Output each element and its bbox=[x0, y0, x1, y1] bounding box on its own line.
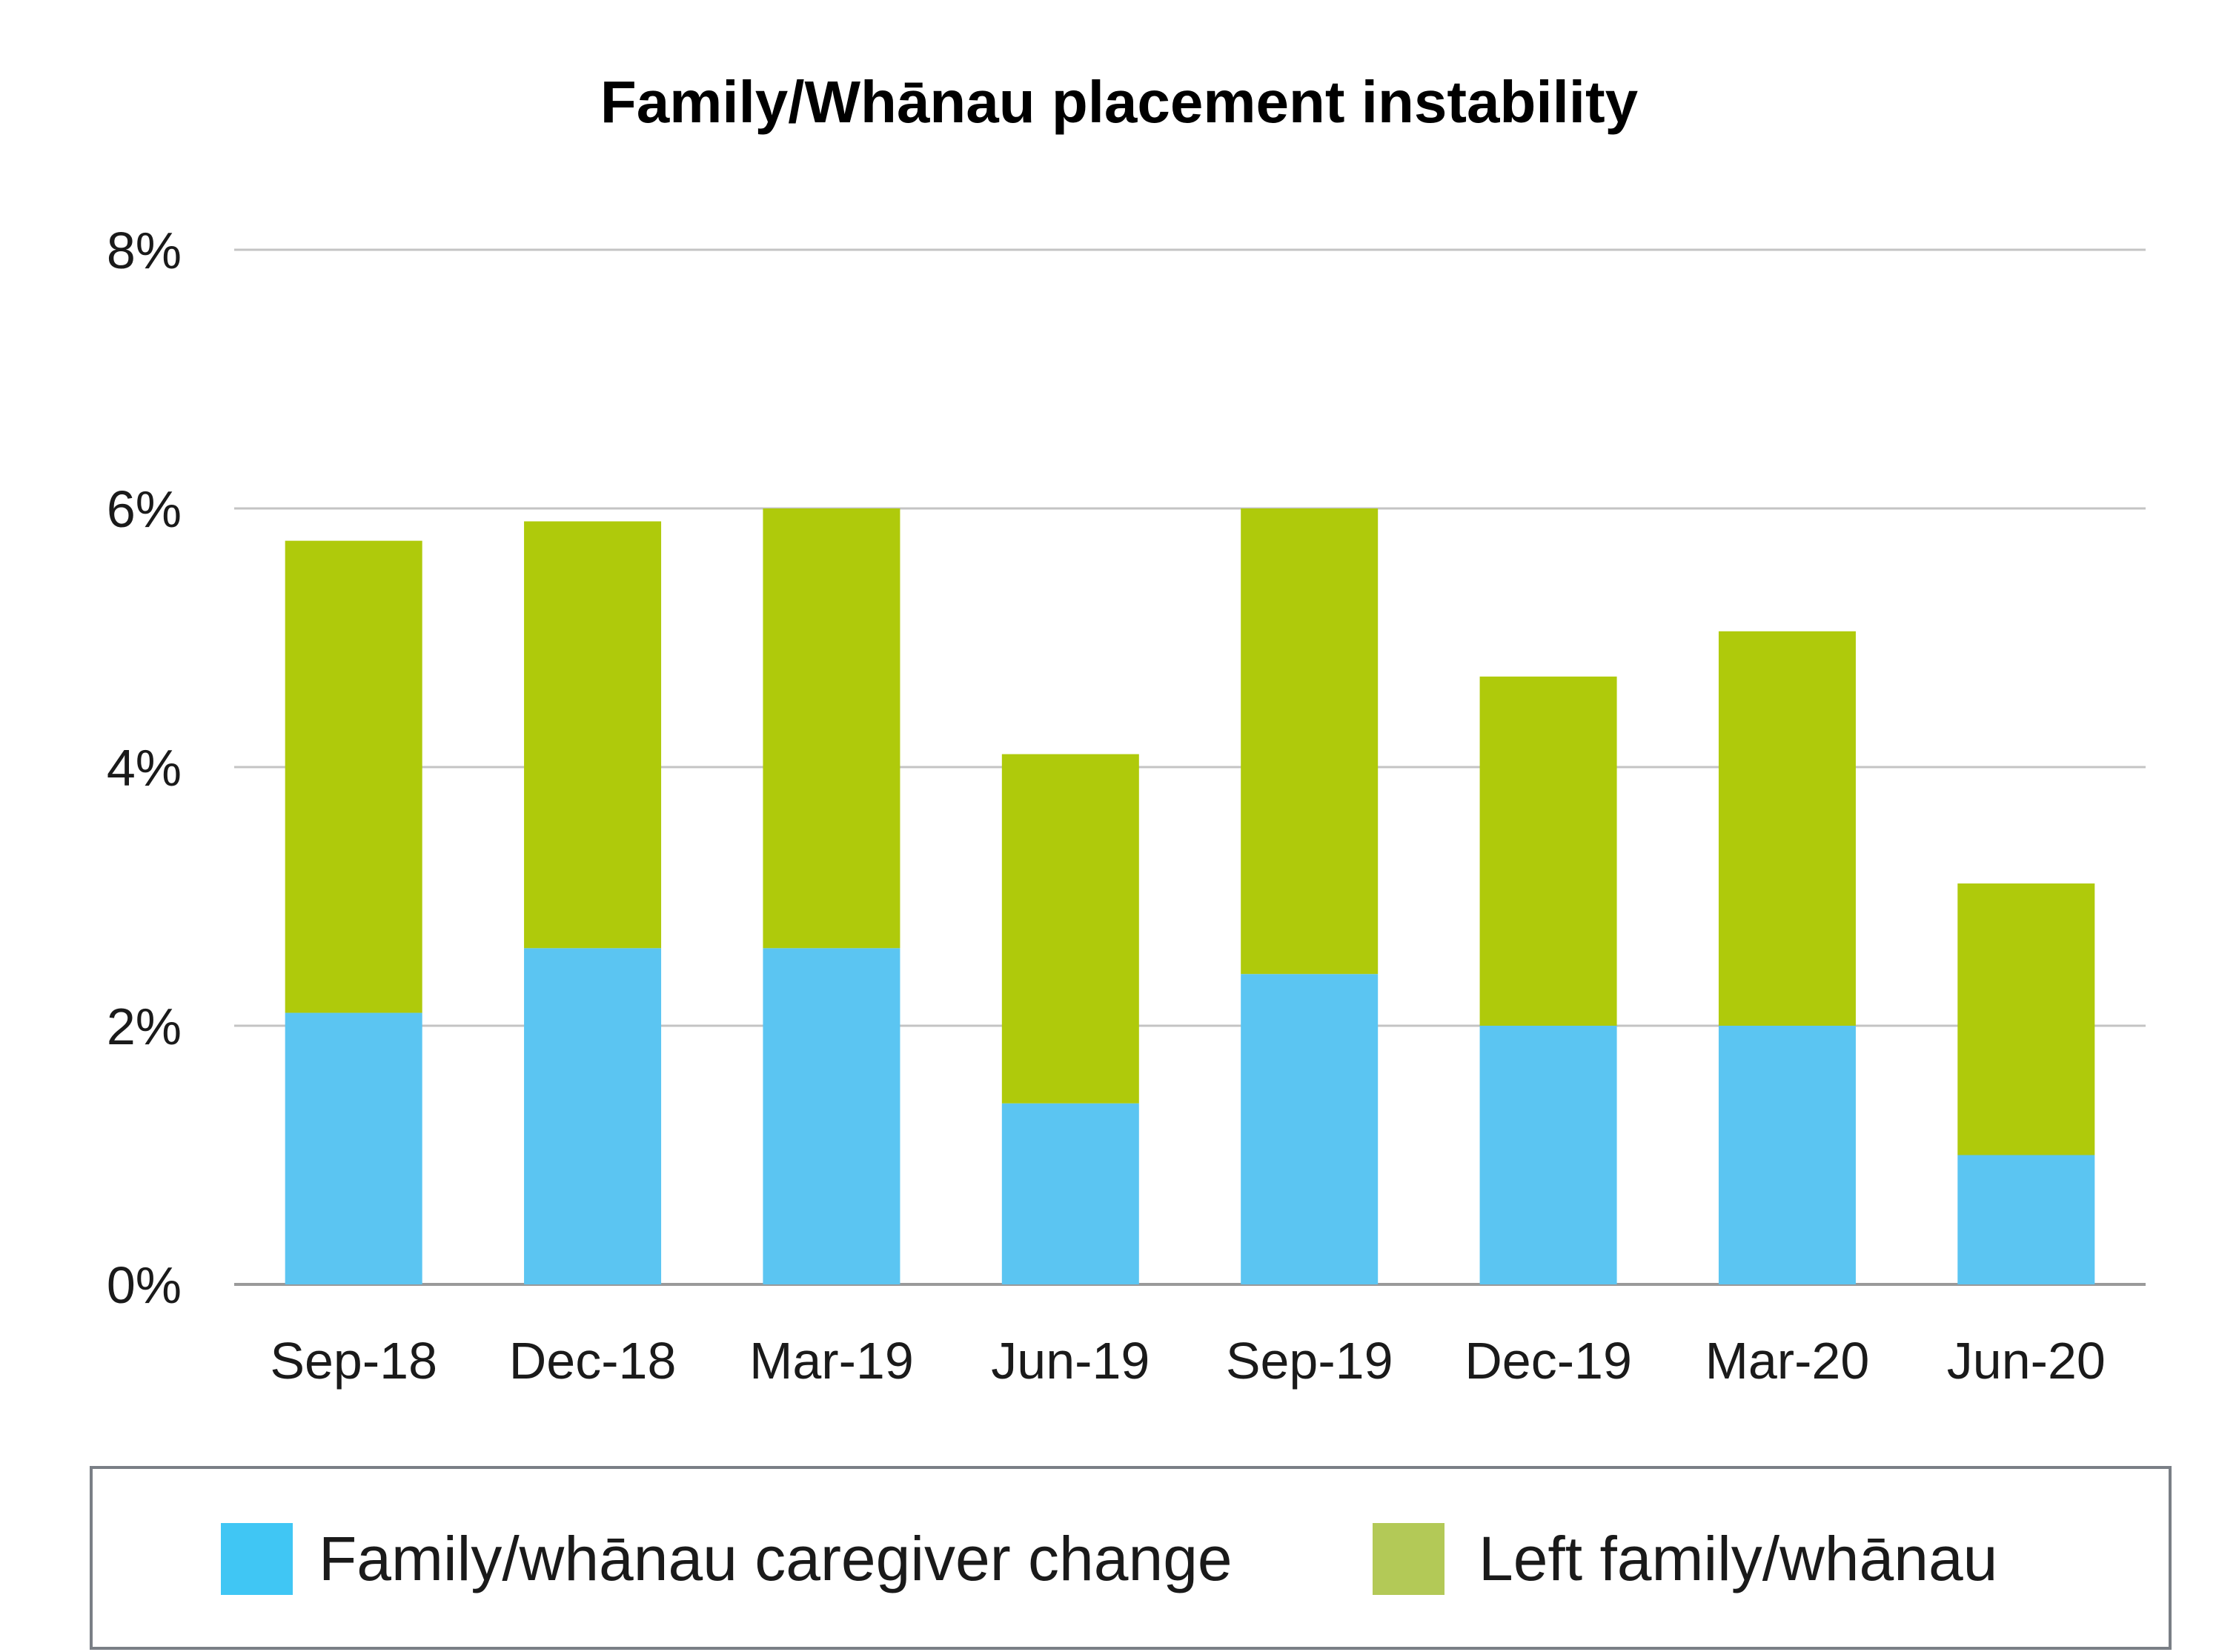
axes: 0% 2% 4% 6% 8% Sep-18 Dec-18 Mar-19 Jun-19 Sep-19… bbox=[107, 222, 2106, 1390]
bar-caregiver-change bbox=[763, 948, 900, 1284]
bar-left-family bbox=[285, 540, 422, 1013]
bar-left-family bbox=[1241, 508, 1379, 975]
legend-label: Left family/whānau bbox=[1479, 1524, 1997, 1593]
bar-caregiver-change bbox=[1001, 1103, 1139, 1284]
legend: Family/whānau caregiver change Left famil… bbox=[90, 1466, 2172, 1650]
bar-left-family bbox=[1718, 631, 1856, 1026]
legend-swatch bbox=[221, 1523, 293, 1595]
bar-caregiver-change bbox=[1957, 1155, 2095, 1284]
bar-left-family bbox=[524, 521, 662, 949]
y-tick-label: 0% bbox=[107, 1256, 182, 1314]
y-tick-label: 2% bbox=[107, 998, 182, 1055]
bar-left-family bbox=[1957, 883, 2095, 1155]
bar-caregiver-change bbox=[1241, 974, 1379, 1284]
bar-left-family bbox=[763, 508, 900, 949]
x-tick-label: Mar-19 bbox=[749, 1332, 914, 1390]
legend-label: Family/whānau caregiver change bbox=[319, 1524, 1233, 1593]
x-tick-label: Dec-18 bbox=[509, 1332, 677, 1390]
x-tick-label: Sep-19 bbox=[1226, 1332, 1393, 1390]
bars bbox=[285, 508, 2095, 1284]
bar-caregiver-change bbox=[1718, 1026, 1856, 1284]
bar-left-family bbox=[1001, 754, 1139, 1104]
chart-title: Family/Whānau placement instability bbox=[600, 69, 1639, 135]
x-tick-label: Mar-20 bbox=[1705, 1332, 1870, 1390]
y-tick-label: 6% bbox=[107, 480, 182, 538]
bar-caregiver-change bbox=[524, 948, 662, 1284]
x-tick-label: Jun-19 bbox=[991, 1332, 1150, 1390]
legend-box bbox=[90, 1466, 2172, 1650]
x-tick-label: Jun-20 bbox=[1947, 1332, 2106, 1390]
y-tick-label: 4% bbox=[107, 739, 182, 797]
gridlines bbox=[234, 248, 2146, 1286]
x-tick-label: Dec-19 bbox=[1465, 1332, 1632, 1390]
bar-left-family bbox=[1479, 676, 1617, 1026]
legend-swatch bbox=[1373, 1523, 1444, 1595]
x-tick-label: Sep-18 bbox=[270, 1332, 437, 1390]
y-tick-label: 8% bbox=[107, 222, 182, 279]
bar-caregiver-change bbox=[1479, 1026, 1617, 1284]
bar-caregiver-change bbox=[285, 1012, 422, 1284]
